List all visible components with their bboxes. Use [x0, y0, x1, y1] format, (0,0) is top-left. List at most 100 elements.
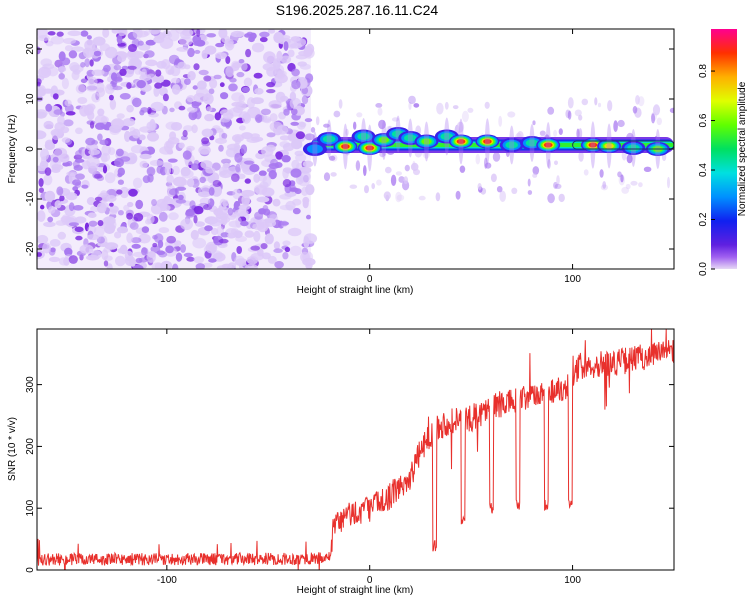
- noise-blob: [149, 159, 164, 167]
- noise-blob: [215, 52, 227, 60]
- noise-blob: [186, 95, 196, 103]
- noise-blob: [111, 29, 119, 34]
- noise-blob: [279, 141, 291, 148]
- noise-blob: [147, 106, 152, 115]
- noise-blob: [170, 122, 183, 131]
- noise-blob: [105, 218, 115, 231]
- noise-blob: [218, 29, 228, 39]
- signal-speckle: [323, 172, 331, 182]
- noise-blob: [57, 66, 67, 73]
- signal-streak: [367, 124, 373, 172]
- signal-speckle: [499, 190, 507, 202]
- noise-blob: [37, 130, 47, 140]
- noise-blob: [219, 116, 231, 123]
- noise-blob: [221, 132, 228, 140]
- noise-blob: [91, 69, 105, 76]
- noise-blob: [109, 202, 114, 207]
- noise-blob: [155, 69, 162, 77]
- noise-blob: [273, 241, 280, 250]
- spectrogram-xlabel: Height of straight line (km): [297, 285, 414, 296]
- signal-speckle: [638, 182, 643, 188]
- noise-blob: [56, 31, 64, 37]
- noise-blob: [141, 247, 149, 256]
- noise-blob: [227, 232, 238, 239]
- noise-blob: [244, 33, 252, 38]
- noise-blob: [270, 158, 279, 167]
- signal-speckle: [599, 169, 604, 178]
- noise-blob: [253, 72, 263, 79]
- noise-blob: [264, 233, 274, 245]
- noise-blob: [180, 244, 186, 253]
- noise-blob: [209, 135, 215, 141]
- signal-speckle: [391, 117, 400, 122]
- noise-blob: [291, 68, 300, 77]
- signal-streak: [590, 121, 596, 169]
- noise-blob: [75, 235, 83, 241]
- colorbar: 0.0 0.2 0.4 0.6 0.8 Normalized spectral ampl…: [698, 29, 748, 276]
- signal-speckle: [456, 121, 465, 133]
- noise-blob: [116, 34, 123, 44]
- noise-blob: [158, 211, 168, 222]
- noise-blob: [244, 263, 258, 269]
- noise-blob: [86, 254, 100, 261]
- noise-blob: [147, 173, 154, 183]
- noise-blob: [234, 135, 242, 145]
- noise-blob: [80, 78, 88, 84]
- noise-blob: [125, 152, 138, 165]
- noise-blob: [150, 101, 164, 112]
- noise-blob: [164, 195, 171, 202]
- signal-speckle: [567, 110, 572, 120]
- noise-blob: [263, 51, 276, 64]
- noise-blob: [299, 121, 307, 128]
- signal-speckle: [490, 173, 497, 183]
- noise-blob: [215, 137, 227, 144]
- signal-speckle: [632, 106, 638, 114]
- noise-blob: [266, 132, 276, 138]
- noise-blob: [235, 216, 242, 229]
- noise-blob: [156, 250, 166, 255]
- noise-blob: [241, 194, 250, 206]
- noise-blob: [231, 92, 245, 102]
- noise-blob: [175, 29, 189, 35]
- signal-speckle: [669, 107, 674, 114]
- noise-blob: [74, 216, 87, 224]
- spectrogram-ytick-label: 0: [25, 146, 36, 152]
- signal-speckle: [667, 176, 670, 189]
- noise-blob: [285, 168, 292, 174]
- signal-speckle: [621, 186, 630, 194]
- noise-blob: [195, 221, 205, 227]
- signal-speckle: [626, 154, 633, 164]
- noise-blob: [116, 189, 123, 195]
- noise-blob: [266, 81, 276, 88]
- noise-blob: [99, 43, 111, 52]
- noise-blob: [80, 62, 86, 68]
- noise-blob: [110, 72, 118, 82]
- noise-blob: [38, 187, 45, 193]
- noise-blob: [280, 55, 292, 64]
- noise-blob: [75, 84, 86, 94]
- noise-blob: [73, 164, 83, 171]
- noise-blob: [180, 166, 191, 177]
- noise-blob: [167, 158, 178, 163]
- noise-blob: [145, 59, 158, 67]
- noise-blob: [37, 78, 42, 85]
- noise-blob: [240, 62, 248, 71]
- spectrogram-ytick-label: 20: [25, 43, 36, 55]
- noise-blob: [252, 223, 265, 231]
- noise-blob: [71, 46, 84, 52]
- noise-blob: [219, 82, 225, 88]
- signal-speckle: [496, 186, 503, 193]
- noise-blob: [48, 256, 61, 263]
- signal-speckle: [567, 97, 574, 109]
- signal-speckle: [475, 153, 481, 165]
- signal-speckle: [408, 95, 416, 105]
- noise-blob: [64, 247, 73, 257]
- noise-blob: [197, 80, 207, 90]
- noise-blob: [301, 95, 309, 105]
- noise-blob: [93, 50, 102, 57]
- signal-speckle: [459, 165, 466, 173]
- noise-blob: [191, 124, 198, 134]
- noise-blob: [266, 66, 277, 77]
- signal-speckle: [323, 123, 330, 128]
- noise-blob: [217, 206, 230, 215]
